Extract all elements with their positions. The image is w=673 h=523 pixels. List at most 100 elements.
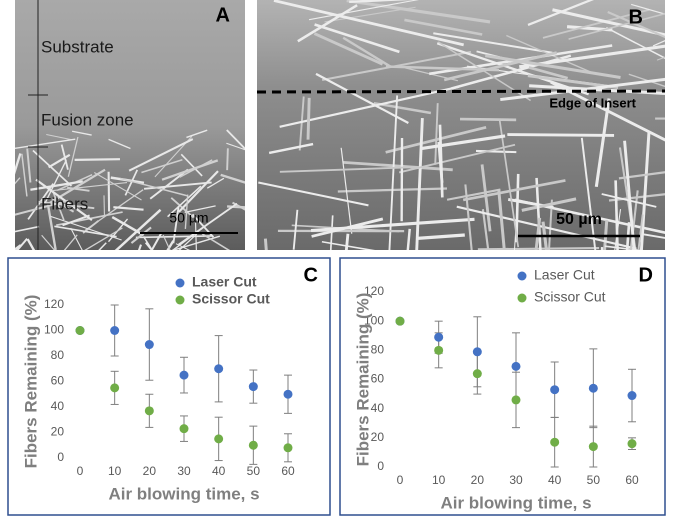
fiber <box>500 77 665 102</box>
fiber <box>594 98 611 188</box>
fiber <box>321 240 376 250</box>
point <box>248 382 258 392</box>
legend-label: Scissor Cut <box>534 289 606 305</box>
fiber <box>329 215 334 250</box>
y-tick-label: 80 <box>51 348 65 362</box>
fiber <box>128 138 194 172</box>
x-tick-label: 20 <box>143 464 157 478</box>
fiber <box>480 164 492 232</box>
fibers-a <box>15 129 245 250</box>
panel-label: A <box>216 4 230 26</box>
x-tick-label: 10 <box>108 464 122 478</box>
fiber <box>279 166 415 173</box>
fiber <box>84 227 123 250</box>
fiber <box>404 18 483 36</box>
x-tick-label: 40 <box>212 464 226 478</box>
fiber <box>167 185 202 218</box>
fiber <box>161 159 219 181</box>
point <box>283 389 293 399</box>
x-tick-label: 50 <box>247 464 261 478</box>
fiber <box>32 149 73 187</box>
fiber <box>113 206 144 211</box>
fiber <box>26 238 36 250</box>
fiber <box>498 119 520 248</box>
fiber <box>206 177 225 189</box>
fiber <box>141 159 183 174</box>
point <box>144 406 154 416</box>
y-tick-label: 120 <box>44 297 64 311</box>
point <box>472 347 482 357</box>
point <box>434 332 444 342</box>
fiber <box>462 179 566 202</box>
point <box>75 326 85 335</box>
fiber <box>62 214 90 227</box>
fiber <box>144 241 154 250</box>
y-tick-label: 20 <box>371 430 385 444</box>
point <box>214 434 224 444</box>
fiber <box>178 170 219 213</box>
x-tick-label: 0 <box>77 464 84 478</box>
fiber <box>171 227 203 250</box>
annotation: Edge of Insert <box>549 95 636 110</box>
fiber <box>130 226 152 244</box>
y-tick-label: 60 <box>371 372 385 386</box>
fiber <box>607 11 665 39</box>
point <box>588 442 598 452</box>
fiber <box>60 144 69 170</box>
legend-swatch <box>175 295 185 305</box>
fiber <box>527 0 594 26</box>
fiber <box>120 177 188 197</box>
fiber <box>308 0 420 21</box>
point <box>434 345 444 355</box>
fiber <box>446 188 501 201</box>
fiber <box>15 153 22 175</box>
fiber <box>30 180 84 191</box>
fiber <box>98 242 107 250</box>
fiber <box>605 27 665 59</box>
fiber <box>415 118 424 250</box>
fiber <box>226 142 245 151</box>
fiber <box>631 3 665 15</box>
fiber <box>201 233 231 250</box>
fiber <box>343 160 453 172</box>
fiber <box>464 184 473 250</box>
x-tick-label: 40 <box>548 473 562 487</box>
fiber <box>16 238 28 250</box>
fiber <box>542 8 650 39</box>
point <box>144 340 154 350</box>
fiber <box>548 199 553 250</box>
fiber <box>519 44 665 69</box>
fiber <box>507 133 615 137</box>
fiber <box>67 186 90 192</box>
y-tick-label: 120 <box>364 284 384 298</box>
fiber <box>311 217 384 238</box>
fiber <box>226 129 245 150</box>
fiber <box>21 153 28 197</box>
panel-label: B <box>629 6 643 28</box>
fiber <box>625 222 631 250</box>
point <box>550 385 560 395</box>
fiber <box>26 148 32 183</box>
fiber <box>37 200 95 210</box>
annotation: Fibers <box>41 194 88 213</box>
point <box>550 437 560 447</box>
fiber <box>342 36 392 68</box>
fiber <box>460 117 517 122</box>
fiber <box>618 171 665 180</box>
x-tick-label: 0 <box>397 473 404 487</box>
edge-line <box>256 89 666 94</box>
point <box>110 383 120 393</box>
legend-label: Laser Cut <box>192 274 257 290</box>
fiber <box>149 168 189 200</box>
fiber <box>162 234 171 250</box>
fiber <box>340 147 353 234</box>
fibers-b <box>258 0 665 250</box>
legend-swatch <box>175 278 185 288</box>
fiber <box>114 208 162 250</box>
legend-swatch <box>517 293 527 303</box>
fiber <box>639 131 651 250</box>
fiber <box>623 140 636 250</box>
fiber <box>150 233 162 250</box>
point <box>110 326 120 335</box>
point <box>627 439 637 449</box>
